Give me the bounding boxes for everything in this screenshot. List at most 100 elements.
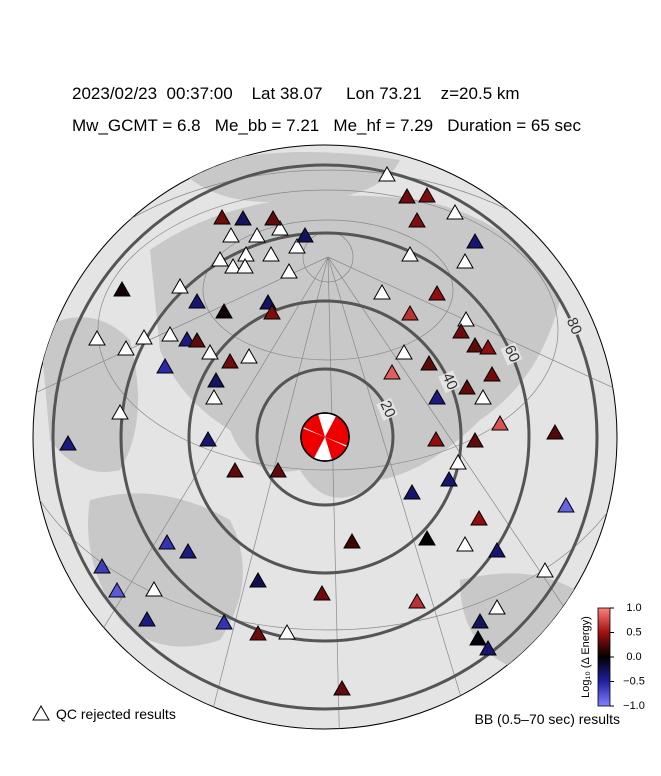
station	[108, 581, 126, 598]
station	[458, 378, 476, 395]
station	[383, 363, 401, 380]
qc-rejected-station	[135, 328, 153, 345]
station	[491, 414, 509, 431]
station	[93, 557, 111, 574]
station	[428, 284, 446, 301]
station	[158, 533, 176, 550]
ring-label-halo	[562, 314, 585, 338]
globe: 20 40 60 80	[32, 144, 618, 730]
qc-rejected-station	[222, 226, 240, 243]
qc-rejected-station	[456, 252, 474, 269]
station	[557, 496, 575, 513]
qc-rejected-station	[446, 203, 464, 220]
qc-rejected-station	[224, 257, 242, 274]
station	[401, 304, 419, 321]
qc-rejected-station	[280, 262, 298, 279]
station	[546, 423, 564, 440]
station	[470, 509, 488, 526]
station	[59, 434, 77, 451]
colorbar-scale	[597, 607, 611, 707]
station	[296, 226, 314, 243]
qc-rejected-station	[373, 283, 391, 300]
qc-rejected-station	[488, 598, 506, 615]
station	[452, 322, 470, 339]
station	[249, 571, 267, 588]
ring-label: 80	[563, 315, 585, 337]
colorbar: Log₁₀ (Δ Energy) 1.0 0.5 0.0 −0.5 −1.0	[580, 602, 645, 712]
station	[466, 336, 484, 353]
station	[488, 541, 506, 558]
station	[471, 612, 489, 629]
distance-ring	[51, 163, 599, 711]
qc-rejected-station	[201, 343, 219, 360]
station	[213, 208, 231, 225]
qc-rejected-station	[474, 388, 492, 405]
station	[420, 354, 438, 371]
colorbar-tick-label: −0.5	[623, 675, 645, 687]
station	[234, 209, 252, 226]
qc-rejected-station	[456, 535, 474, 552]
qc-rejected-station	[457, 310, 475, 327]
station	[469, 629, 487, 646]
ring-label-halo	[500, 342, 523, 366]
legend-qc: QC rejected results	[56, 706, 176, 722]
station	[113, 280, 131, 297]
qc-rejected-station	[278, 623, 296, 640]
station	[215, 613, 233, 630]
qc-rejected-station	[536, 561, 554, 578]
ring-label: 40	[439, 370, 461, 392]
qc-rejected-station	[171, 277, 189, 294]
station	[418, 529, 436, 546]
qc-rejected-station	[88, 329, 106, 346]
qc-rejected-station	[117, 339, 135, 356]
station	[466, 232, 484, 249]
qc-rejected-station	[145, 580, 163, 597]
qc-rejected-station	[262, 245, 280, 262]
header-line-2: Mw_GCMT = 6.8 Me_bb = 7.21 Me_hf = 7.29 …	[72, 116, 582, 135]
station	[403, 483, 421, 500]
station	[215, 302, 233, 319]
distance-rings: 20 40 60 80	[51, 163, 599, 711]
colorbar-tick-label: 0.0	[626, 651, 641, 663]
station	[249, 624, 267, 641]
qc-rejected-station	[288, 237, 306, 254]
station	[263, 303, 281, 320]
distance-ring	[187, 299, 463, 575]
station	[188, 331, 206, 348]
station	[343, 532, 361, 549]
qc-rejected-station	[240, 347, 258, 364]
qc-rejected-station	[111, 403, 129, 420]
station	[418, 186, 436, 203]
qc-rejected-station	[161, 325, 179, 342]
qc-rejected-station	[271, 219, 289, 236]
station	[483, 365, 501, 382]
qc-rejected-station	[236, 257, 254, 274]
station	[179, 542, 197, 559]
station	[226, 461, 244, 478]
qc-rejected-station	[248, 226, 266, 243]
colorbar-tick-label: −1.0	[623, 700, 645, 712]
stations	[59, 165, 575, 696]
qc-rejected-station	[211, 250, 229, 267]
ring-label: 20	[376, 398, 398, 420]
station	[408, 592, 426, 609]
station	[199, 430, 217, 447]
station	[408, 211, 426, 228]
station	[264, 209, 282, 226]
station	[156, 357, 174, 374]
ring-label: 60	[501, 343, 523, 365]
station	[440, 470, 458, 487]
focal-mechanism	[300, 412, 350, 462]
station	[427, 430, 445, 447]
station	[398, 187, 416, 204]
station	[188, 292, 206, 309]
colorbar-tick-label: 1.0	[626, 602, 641, 614]
qc-rejected-station	[205, 388, 223, 405]
station	[428, 388, 446, 405]
station	[207, 371, 225, 388]
legend-triangle	[32, 704, 50, 721]
distance-ring	[119, 231, 531, 643]
station	[221, 352, 239, 369]
station	[269, 461, 287, 478]
